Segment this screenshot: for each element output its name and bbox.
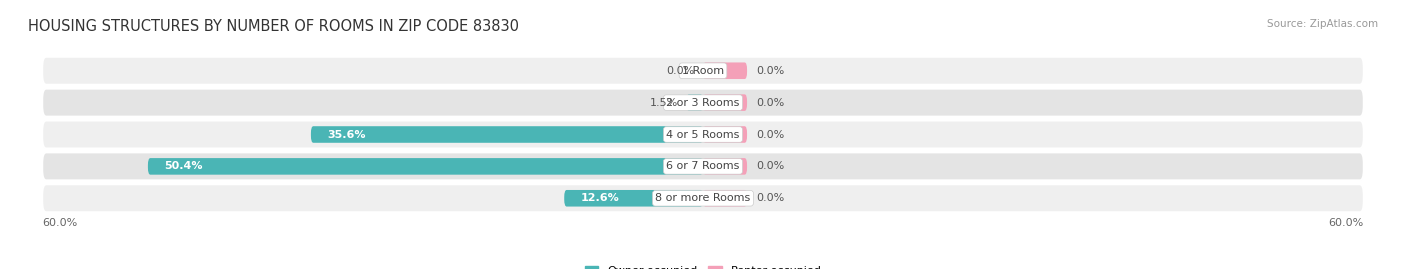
FancyBboxPatch shape [42,152,1364,180]
Text: 0.0%: 0.0% [756,129,785,140]
Text: 50.4%: 50.4% [165,161,202,171]
FancyBboxPatch shape [42,121,1364,148]
Text: 0.0%: 0.0% [756,98,785,108]
FancyBboxPatch shape [148,158,703,175]
FancyBboxPatch shape [42,89,1364,117]
Text: 6 or 7 Rooms: 6 or 7 Rooms [666,161,740,171]
FancyBboxPatch shape [703,62,747,79]
FancyBboxPatch shape [311,126,703,143]
FancyBboxPatch shape [42,57,1364,85]
Text: 0.0%: 0.0% [756,66,785,76]
FancyBboxPatch shape [703,158,747,175]
FancyBboxPatch shape [564,190,703,207]
FancyBboxPatch shape [703,94,747,111]
Text: HOUSING STRUCTURES BY NUMBER OF ROOMS IN ZIP CODE 83830: HOUSING STRUCTURES BY NUMBER OF ROOMS IN… [28,19,519,34]
FancyBboxPatch shape [686,94,703,111]
Legend: Owner-occupied, Renter-occupied: Owner-occupied, Renter-occupied [581,261,825,269]
Text: 0.0%: 0.0% [756,161,785,171]
FancyBboxPatch shape [42,184,1364,212]
Text: 1 Room: 1 Room [682,66,724,76]
Text: 2 or 3 Rooms: 2 or 3 Rooms [666,98,740,108]
Text: 4 or 5 Rooms: 4 or 5 Rooms [666,129,740,140]
Text: Source: ZipAtlas.com: Source: ZipAtlas.com [1267,19,1378,29]
Text: 0.0%: 0.0% [756,193,785,203]
Text: 0.0%: 0.0% [666,66,695,76]
Text: 1.5%: 1.5% [650,98,678,108]
Text: 35.6%: 35.6% [328,129,366,140]
Text: 12.6%: 12.6% [581,193,620,203]
FancyBboxPatch shape [703,190,747,207]
Text: 8 or more Rooms: 8 or more Rooms [655,193,751,203]
Text: 60.0%: 60.0% [1329,218,1364,228]
FancyBboxPatch shape [703,126,747,143]
Text: 60.0%: 60.0% [42,218,77,228]
